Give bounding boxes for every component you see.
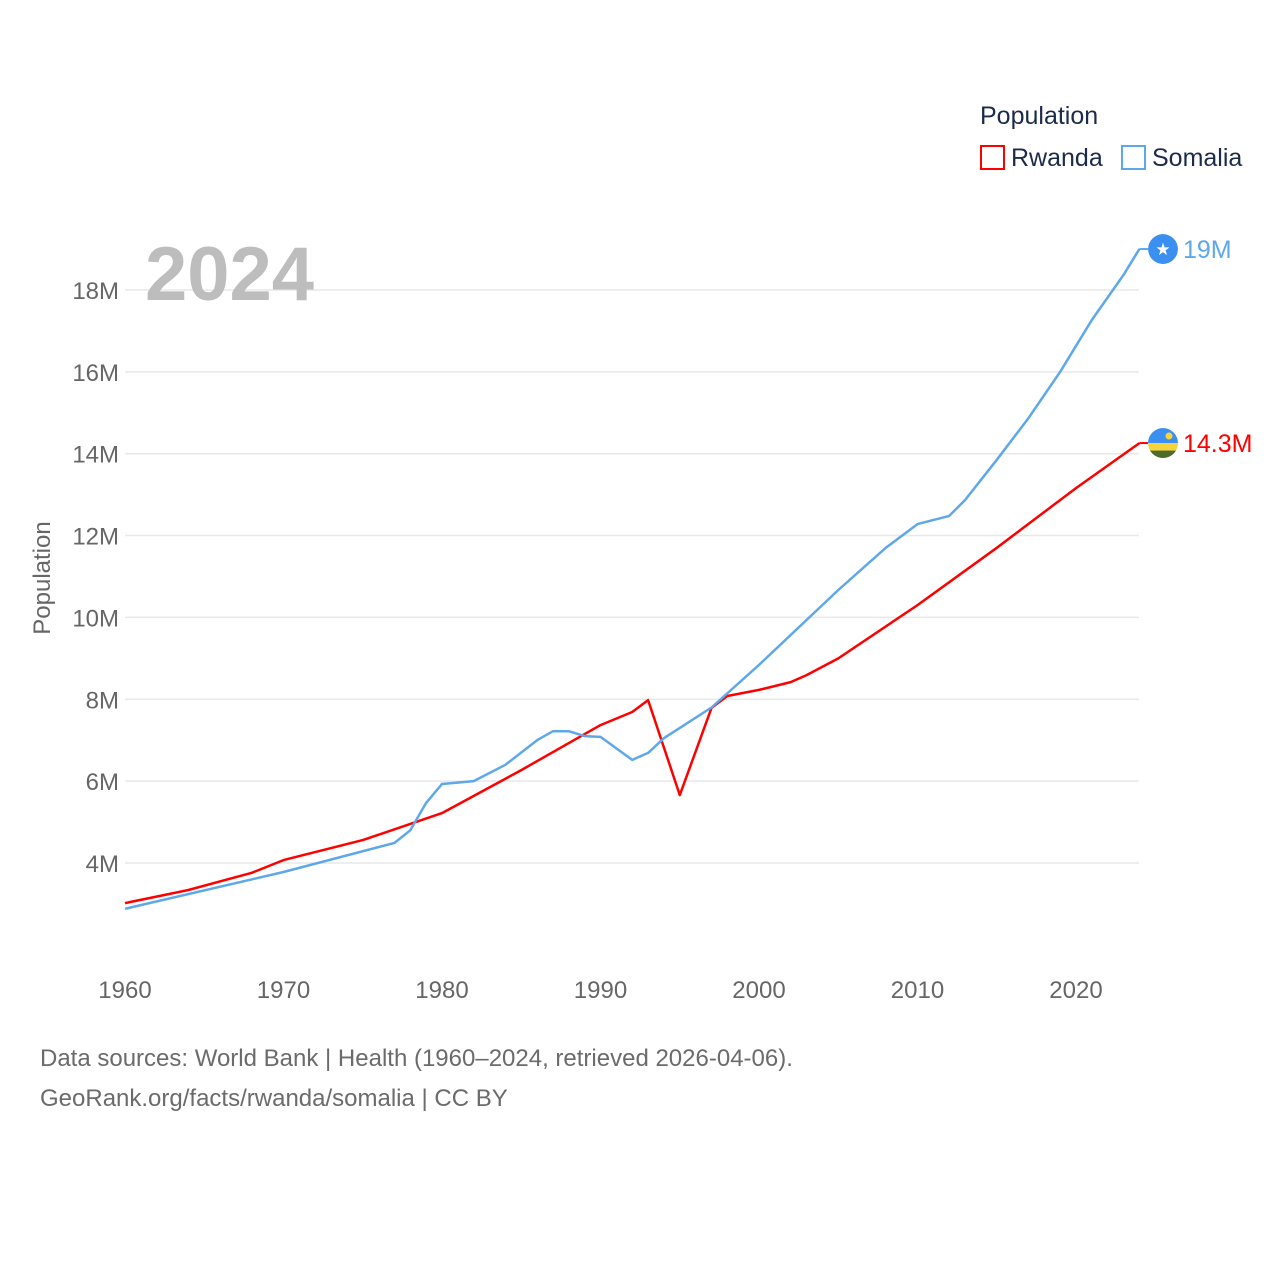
flag-stripe-yellow (1148, 443, 1178, 451)
series-line-rwanda (124, 442, 1141, 905)
y-tick-label: 14M (72, 442, 119, 469)
y-axis: 4M 6M 8M 10M 12M 14M 16M 18M (72, 278, 119, 878)
legend: Population Rwanda Somalia (980, 102, 1242, 172)
x-tick-label: 1970 (257, 977, 310, 1004)
legend-swatch-somalia (1121, 145, 1146, 170)
x-tick-label: 2000 (732, 977, 785, 1004)
x-axis: 1960 1970 1980 1990 2000 2010 2020 (98, 977, 1102, 1004)
legend-label-rwanda[interactable]: Rwanda (1011, 144, 1103, 172)
year-label: 2024 (145, 232, 314, 317)
y-tick-label: 18M (72, 278, 119, 305)
footer-sources: Data sources: World Bank | Health (1960–… (40, 1045, 793, 1072)
x-tick-label: 1980 (415, 977, 468, 1004)
series: 14.3M ★ 19M (124, 234, 1252, 911)
y-tick-label: 4M (86, 851, 119, 878)
flag-stripe-blue (1148, 428, 1178, 444)
y-tick-label: 6M (86, 769, 119, 796)
x-tick-label: 1990 (574, 977, 627, 1004)
x-tick-label: 2020 (1049, 977, 1102, 1004)
end-value-label: 19M (1183, 236, 1232, 264)
legend-label-somalia[interactable]: Somalia (1152, 144, 1242, 172)
flag-sun (1165, 432, 1173, 440)
legend-swatch-rwanda (980, 145, 1005, 170)
y-axis-label: Population (29, 521, 56, 634)
flag-star: ★ (1155, 240, 1170, 259)
flag-stripe-green (1148, 450, 1178, 459)
series-line-somalia (124, 248, 1141, 911)
y-tick-label: 10M (72, 605, 119, 632)
x-tick-label: 1960 (98, 977, 151, 1004)
rwanda-flag-icon (1148, 428, 1178, 459)
y-tick-label: 8M (86, 687, 119, 714)
grid (125, 289, 1139, 864)
y-tick-label: 16M (72, 360, 119, 387)
footer-link[interactable]: GeoRank.org/facts/rwanda/somalia | CC BY (40, 1085, 508, 1112)
flag-bg (1148, 234, 1178, 265)
y-tick-label: 12M (72, 524, 119, 551)
end-value-label: 14.3M (1183, 430, 1252, 458)
x-tick-label: 2010 (891, 977, 944, 1004)
somalia-flag-icon: ★ (1148, 234, 1178, 265)
legend-title: Population (980, 102, 1098, 130)
